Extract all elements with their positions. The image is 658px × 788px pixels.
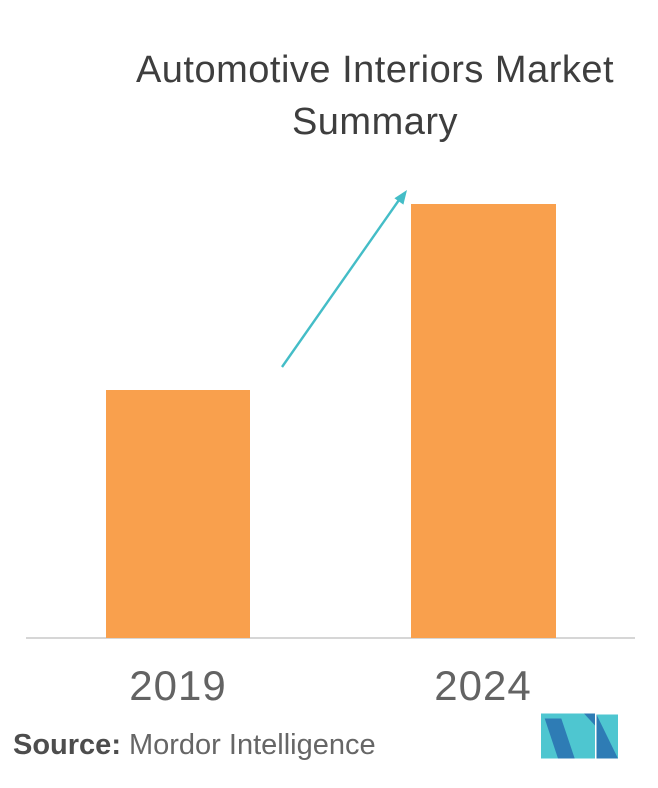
mordor-intelligence-logo-icon bbox=[541, 713, 618, 759]
x-axis-line bbox=[26, 637, 635, 639]
logo-left-diagonal-shape bbox=[544, 718, 575, 759]
growth-arrow-line bbox=[281, 199, 400, 368]
category-label-2024: 2024 bbox=[434, 662, 532, 709]
bar-2024 bbox=[411, 204, 556, 638]
logo-right-triangle-shape bbox=[596, 714, 618, 759]
bar-2019 bbox=[106, 390, 250, 638]
logo-top-right-sliver-shape bbox=[584, 713, 595, 726]
chart-title-line2: Summary bbox=[291, 101, 459, 143]
chart-title: Automotive Interiors Market Summary bbox=[75, 44, 658, 148]
chart-title-line1: Automotive Interiors Market bbox=[135, 49, 615, 91]
growth-arrow-head-icon bbox=[394, 190, 407, 205]
source-value: Mordor Intelligence bbox=[128, 729, 376, 761]
source-attribution: Source: Mordor Intelligence bbox=[13, 729, 376, 762]
source-label: Source: bbox=[13, 729, 121, 761]
category-label-2019: 2019 bbox=[129, 662, 227, 709]
